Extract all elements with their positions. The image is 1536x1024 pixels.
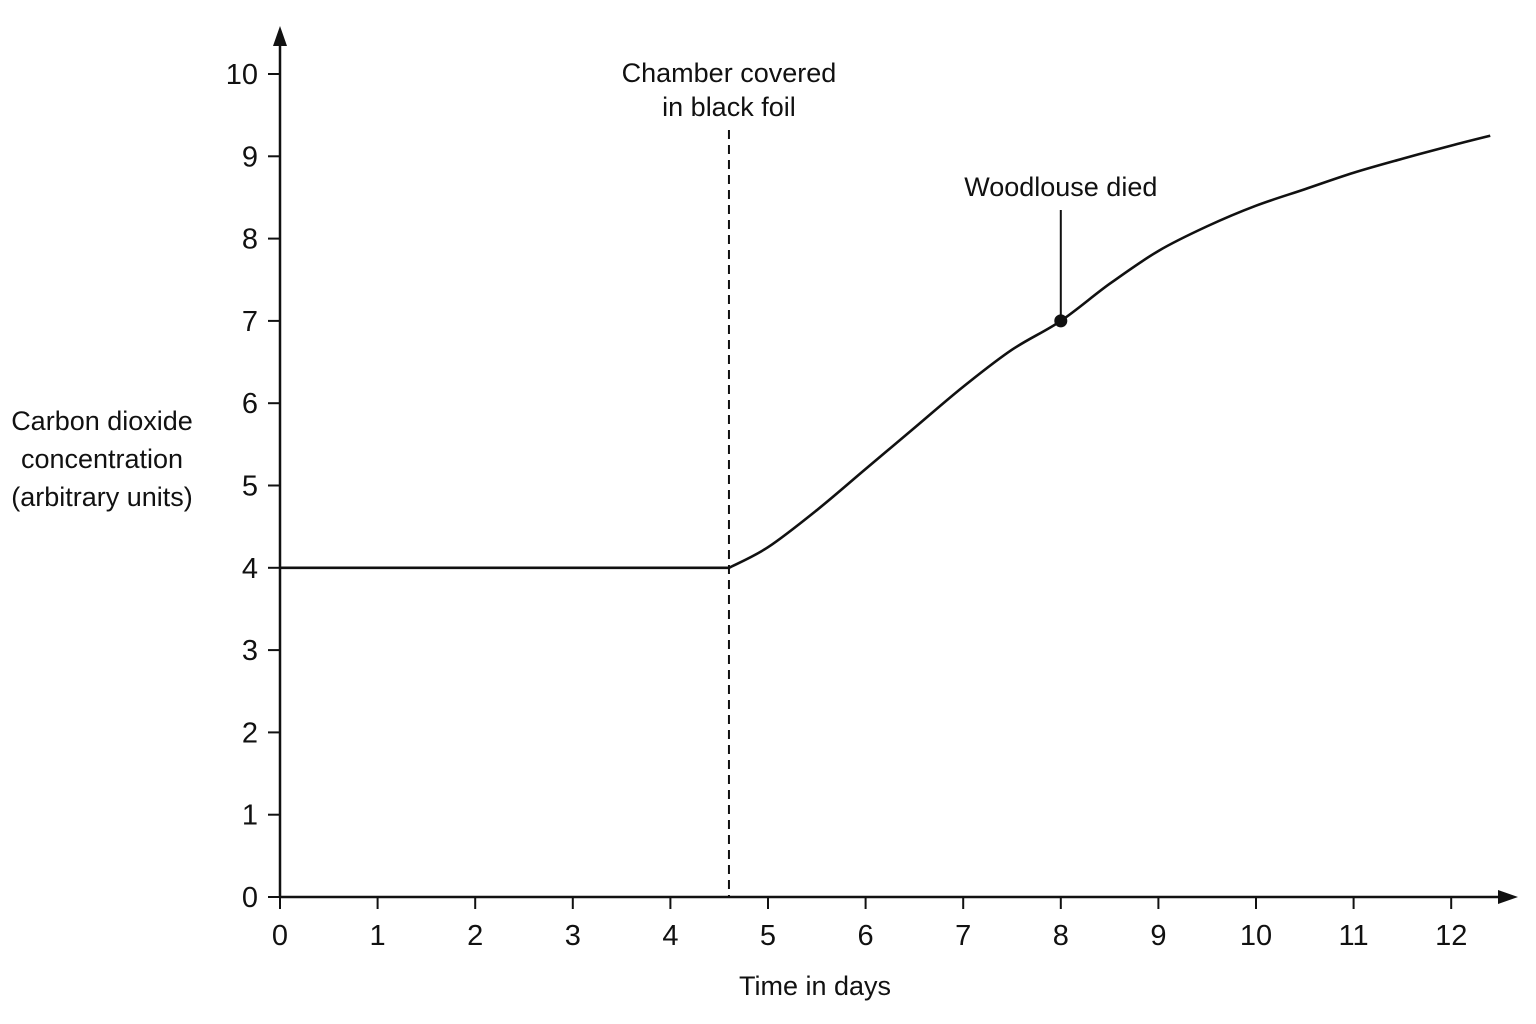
y-tick-label: 4 (242, 553, 258, 585)
axes (273, 26, 1518, 904)
y-tick-label: 2 (242, 717, 258, 749)
x-tick-label: 0 (272, 920, 288, 952)
x-tick-label: 7 (955, 920, 971, 952)
y-axis-title-line: (arbitrary units) (11, 482, 193, 512)
x-axis-arrowhead (1498, 890, 1518, 904)
woodlouse-died-point (1054, 314, 1068, 328)
woodlouse-died-line: Woodlouse died (964, 172, 1157, 202)
foil-annotation-line: in black foil (662, 92, 796, 122)
y-tick-label: 1 (242, 800, 258, 832)
y-axis-title-line: Carbon dioxide (11, 406, 193, 436)
x-tick-label: 9 (1150, 920, 1166, 952)
x-tick-label: 2 (467, 920, 483, 952)
x-tick-label: 12 (1435, 920, 1467, 952)
y-tick-label: 6 (242, 388, 258, 420)
y-ticks: 0 1 2 3 4 5 6 7 8 9 10 (226, 59, 280, 914)
y-tick-label: 7 (242, 306, 258, 338)
x-tick-label: 1 (370, 920, 386, 952)
y-tick-label: 0 (242, 882, 258, 914)
y-axis-arrowhead (273, 26, 287, 46)
y-tick-label: 9 (242, 141, 258, 173)
x-tick-label: 3 (565, 920, 581, 952)
x-tick-label: 6 (858, 920, 874, 952)
y-tick-label: 3 (242, 635, 258, 667)
y-tick-label: 5 (242, 471, 258, 503)
y-axis-title: Carbon dioxide concentration (arbitrary un… (11, 406, 193, 512)
x-tick-label: 8 (1053, 920, 1069, 952)
x-tick-label: 10 (1240, 920, 1272, 952)
foil-annotation-line: Chamber covered (622, 58, 837, 88)
y-tick-label: 8 (242, 224, 258, 256)
woodlouse-died-label: Woodlouse died (964, 172, 1157, 202)
x-ticks: 0 1 2 3 4 5 6 7 8 9 10 11 12 (272, 897, 1467, 952)
x-tick-label: 4 (662, 920, 678, 952)
x-tick-label: 11 (1339, 920, 1369, 952)
series-line (280, 134, 1491, 570)
x-axis-title: Time in days (739, 971, 891, 1001)
y-tick-label: 10 (226, 59, 258, 91)
x-tick-label: 5 (760, 920, 776, 952)
foil-annotation-label: Chamber covered in black foil (622, 58, 837, 122)
y-axis-title-line: concentration (21, 444, 183, 474)
